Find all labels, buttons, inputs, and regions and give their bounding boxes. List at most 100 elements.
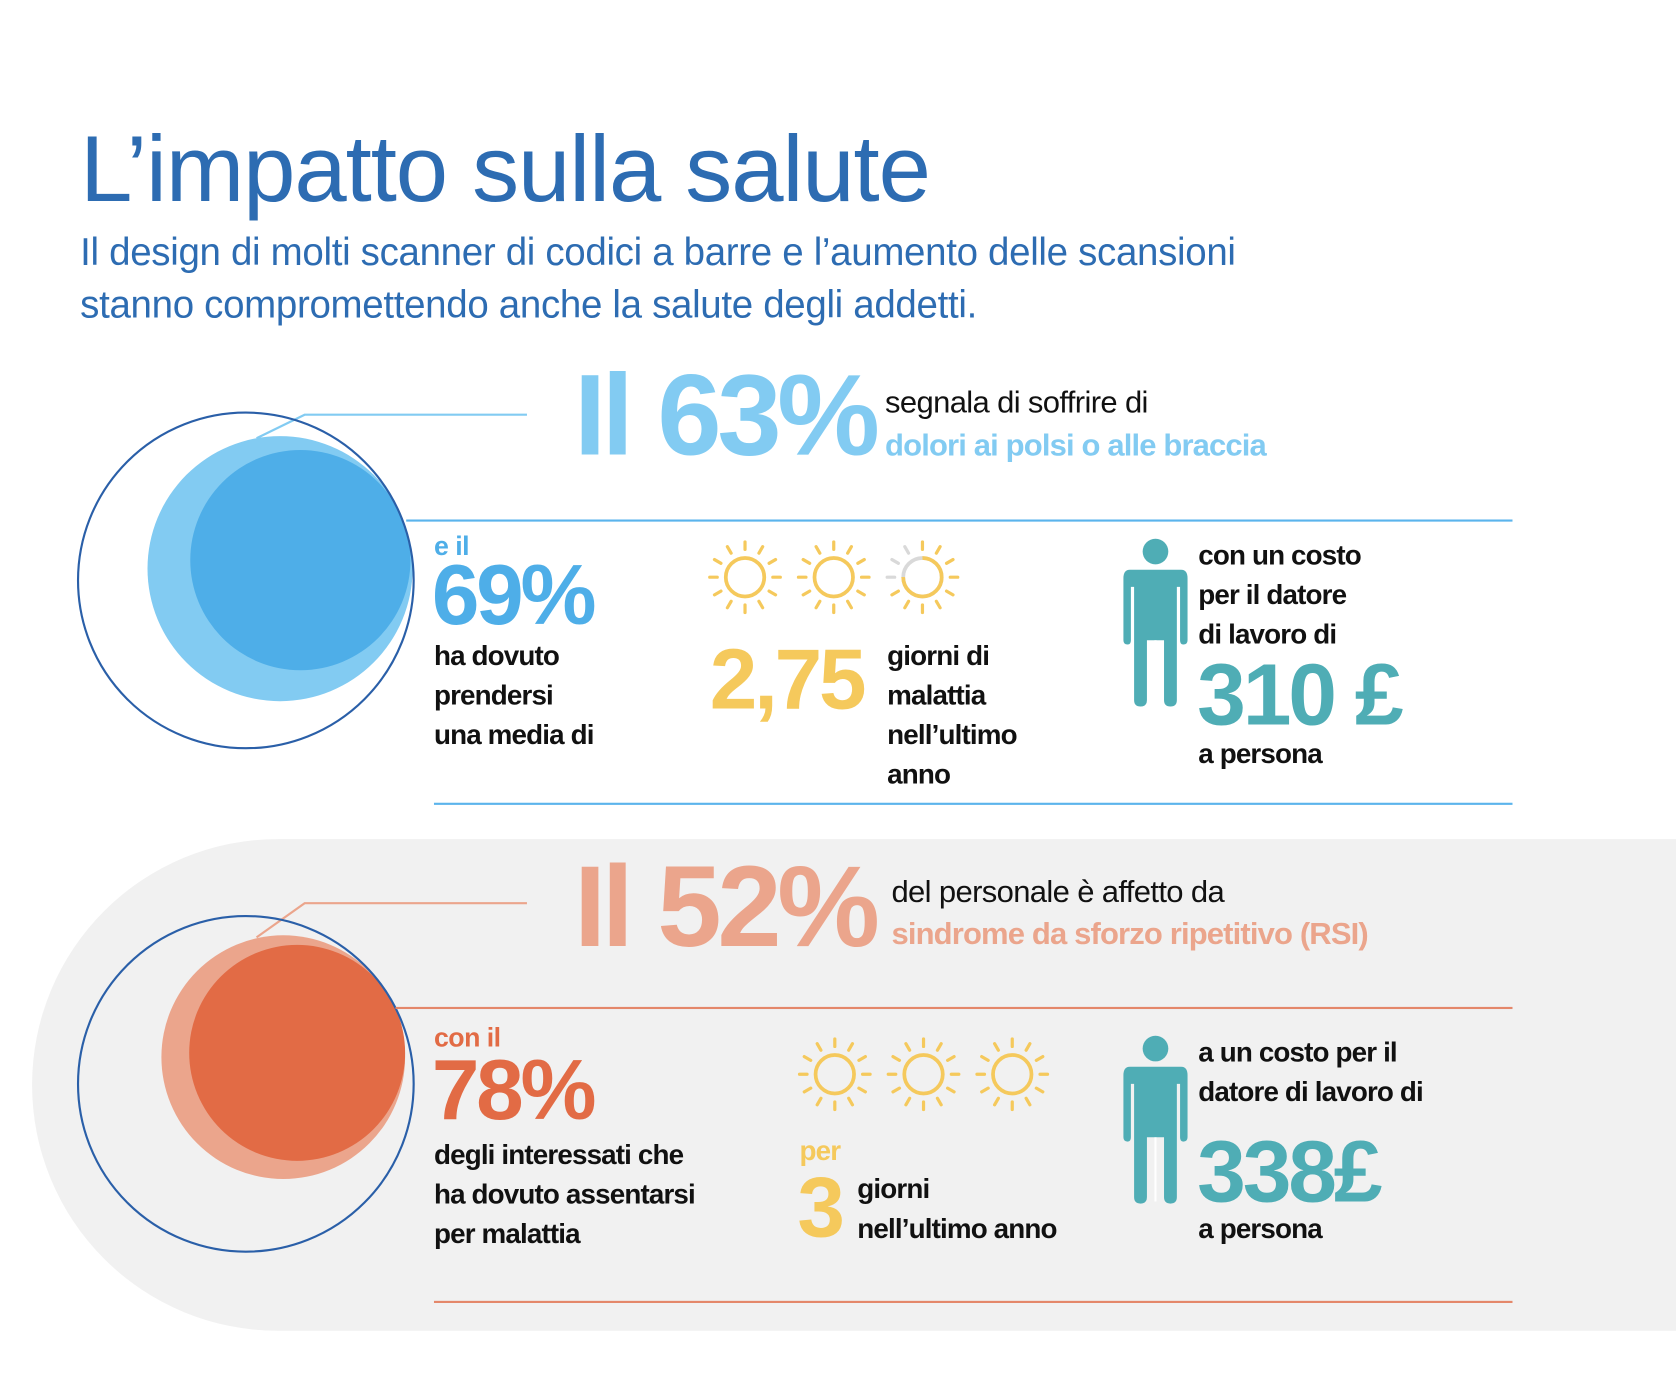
sun-ray <box>980 1055 990 1062</box>
sun-disc <box>991 1053 1034 1096</box>
sun-ray <box>846 545 853 555</box>
section1-cost-label: con un costo per il datore di lavoro di <box>1198 536 1362 655</box>
sun-ray <box>904 1096 912 1107</box>
sun-ray <box>767 589 778 597</box>
section1-intro: e il <box>433 531 470 562</box>
sun-ray <box>944 589 955 597</box>
sun-ray <box>904 1042 912 1052</box>
sun-ray <box>903 599 911 610</box>
sun-ray <box>891 1055 902 1062</box>
sun-ray <box>802 1055 813 1062</box>
section2-description: degli interessati che ha dovuto assentar… <box>433 1135 696 1254</box>
sun-icon <box>886 1037 961 1112</box>
section1-outline-circle <box>76 411 415 750</box>
person-head <box>1142 1035 1169 1062</box>
section2-intro: con il <box>433 1022 501 1053</box>
sun-ray <box>757 599 765 610</box>
sun-ray <box>1034 1055 1045 1062</box>
sun-ray <box>1034 1086 1045 1094</box>
days-line: malattia <box>887 678 986 711</box>
sun-ray <box>945 1055 956 1062</box>
section2-inner-fill-circle <box>189 944 406 1161</box>
sun-ray <box>890 589 900 597</box>
sun-ray <box>945 1086 956 1094</box>
section1-lead-line1: segnala di soffrire di <box>885 385 1148 421</box>
section2-cost-suffix: a persona <box>1198 1212 1322 1245</box>
sun-ray <box>814 545 822 555</box>
desc-line: degli interessati che <box>433 1138 684 1171</box>
person-leg-gap <box>1154 1137 1157 1202</box>
sun-partial-arc <box>901 556 944 599</box>
section2-lead-line1: del personale è affetto da <box>891 875 1225 910</box>
sun-ray <box>802 1086 813 1094</box>
sun-disc <box>813 1053 856 1096</box>
cost-line: a un costo per il <box>1198 1035 1397 1068</box>
section2-days-prefix: per <box>799 1134 842 1167</box>
section2-cost-label: a un costo per il datore di lavoro di <box>1198 1033 1424 1112</box>
section2-days-value: 3 <box>797 1159 845 1255</box>
section2-headline: Il 52% <box>573 841 880 971</box>
days-line: nell’ultimo <box>887 718 1017 751</box>
sun-ray <box>846 599 853 610</box>
sun-icon <box>796 540 871 615</box>
sun-ray <box>856 557 866 565</box>
days-line: nell’ultimo anno <box>857 1212 1057 1245</box>
desc-line: ha dovuto assentarsi <box>433 1177 696 1210</box>
sun-ray <box>815 1042 823 1052</box>
sun-ray <box>935 1096 943 1107</box>
section2-cost-value: 338£ <box>1197 1123 1382 1221</box>
sun-ray <box>1024 1042 1032 1052</box>
sun-ray <box>935 1042 943 1052</box>
section1-inner-fill-circle <box>190 450 411 671</box>
sun-ray <box>767 557 778 565</box>
subtitle-line-1: Il design di molti scanner di codici a b… <box>80 229 1236 274</box>
sun-ray <box>944 557 955 565</box>
sun-ray <box>857 1086 867 1094</box>
section2-sun-icons <box>797 1037 1050 1112</box>
person-icon <box>1123 1035 1188 1204</box>
section1-headline: Il 63% <box>573 349 880 479</box>
person-leg-gap <box>1154 640 1157 705</box>
sun-disc <box>723 556 767 599</box>
person-body <box>1123 569 1188 707</box>
section1-percent: 69% <box>431 547 597 643</box>
section1-top-divider <box>406 519 1513 522</box>
desc-line: una media di <box>433 718 594 751</box>
sun-ray <box>903 545 911 555</box>
sun-ray <box>934 545 942 555</box>
section1-cost-suffix: a persona <box>1198 737 1322 770</box>
cost-line: con un costo <box>1198 538 1362 571</box>
sun-ray <box>993 1096 1000 1107</box>
sun-ray <box>712 589 723 597</box>
section2-lead-line2: sindrome da sforzo ripetitivo (RSI) <box>891 917 1368 952</box>
page-title: L’impatto sulla salute <box>80 115 931 222</box>
days-line: giorni <box>857 1172 930 1205</box>
days-line: giorni di <box>887 639 990 672</box>
sun-ray <box>857 1055 867 1062</box>
sun-icon <box>708 540 782 615</box>
sun-ray <box>856 589 866 597</box>
sun-ray <box>980 1086 990 1094</box>
cost-line: datore di lavoro di <box>1198 1075 1424 1108</box>
person-body <box>1123 1066 1188 1204</box>
sun-ray <box>757 545 765 555</box>
sun-disc <box>812 556 855 599</box>
section2-days-label: giorni nell’ultimo anno <box>857 1169 1057 1248</box>
section1-bottom-divider <box>433 802 1513 805</box>
subtitle-line-2: stanno compromettendo anche la salute de… <box>80 282 977 327</box>
person-head <box>1142 538 1169 565</box>
section1-leader-line <box>256 413 527 440</box>
sun-ray <box>801 557 812 565</box>
sun-disc <box>902 1053 945 1096</box>
sun-ray <box>1024 1096 1032 1107</box>
sun-ray <box>993 1042 1000 1052</box>
cost-line: per il datore <box>1198 578 1347 611</box>
sun-ray <box>890 557 900 565</box>
desc-line: prendersi <box>433 678 554 711</box>
sun-ray <box>712 557 723 565</box>
sun-ray <box>891 1086 902 1094</box>
section2-top-divider <box>395 1006 1513 1010</box>
section2-outline-circle <box>76 914 415 1253</box>
